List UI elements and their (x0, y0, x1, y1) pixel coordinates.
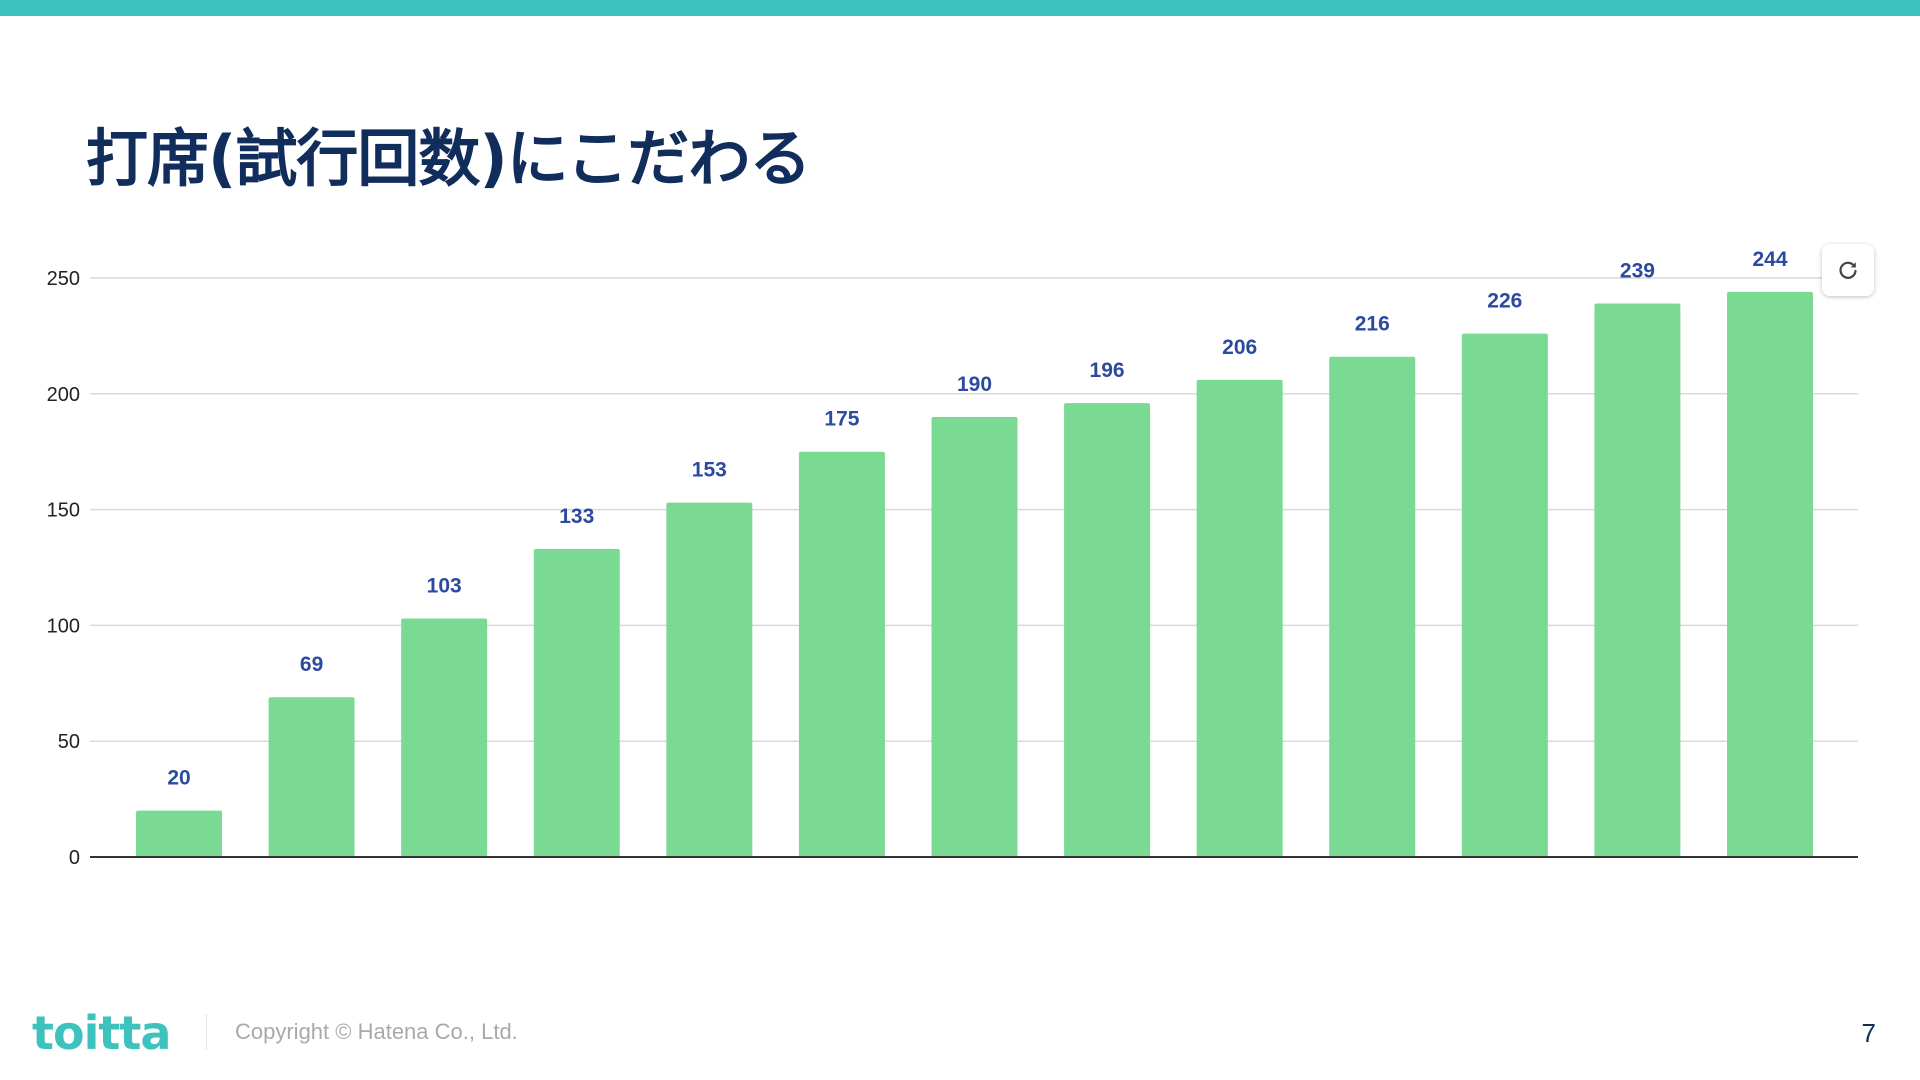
copyright-text: Copyright © Hatena Co., Ltd. (235, 1019, 518, 1044)
data-label: 133 (559, 505, 594, 528)
bar (931, 416, 1018, 857)
y-tick-label: 250 (47, 268, 80, 290)
bar (1196, 379, 1283, 857)
bar (533, 548, 620, 857)
data-label: 226 (1487, 290, 1522, 313)
data-label: 216 (1355, 313, 1390, 336)
data-label: 20 (167, 767, 190, 790)
bar (666, 502, 753, 857)
toitta-logo: toitta (32, 1006, 171, 1060)
bar (268, 697, 355, 857)
data-label: 196 (1090, 359, 1125, 382)
y-tick-label: 100 (47, 615, 80, 637)
bar (401, 618, 488, 857)
refresh-button[interactable] (1822, 244, 1874, 296)
data-label: 69 (300, 653, 323, 676)
bar (136, 810, 222, 857)
bar (798, 451, 885, 857)
refresh-icon (1839, 261, 1857, 279)
top-accent-bar (0, 0, 1920, 16)
data-label: 206 (1222, 336, 1257, 359)
data-label: 175 (824, 408, 859, 431)
page-title: 打席(試行回数)にこだわる (86, 122, 811, 195)
bar (1329, 356, 1416, 857)
bar (1064, 403, 1151, 857)
y-tick-label: 0 (69, 847, 80, 869)
y-tick-label: 150 (47, 500, 80, 522)
data-label: 190 (957, 373, 992, 396)
bar (1461, 333, 1548, 858)
y-tick-label: 50 (58, 731, 80, 753)
footer-divider (206, 1014, 207, 1050)
bar (1727, 291, 1813, 857)
y-tick-label: 200 (47, 384, 80, 406)
data-label: 153 (692, 459, 727, 482)
data-label: 239 (1620, 259, 1655, 282)
bar (1594, 303, 1681, 857)
page-number: 7 (1861, 1018, 1876, 1048)
data-label: 244 (1752, 248, 1787, 271)
data-label: 103 (427, 574, 462, 597)
